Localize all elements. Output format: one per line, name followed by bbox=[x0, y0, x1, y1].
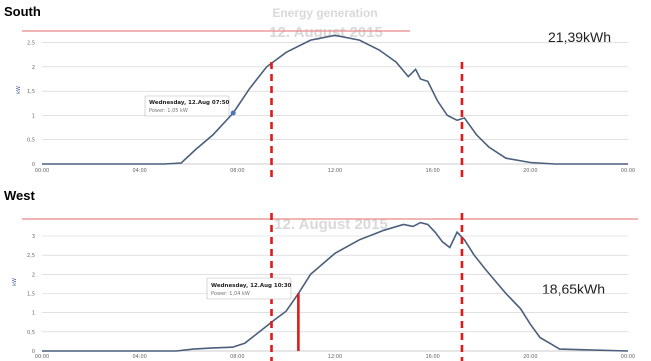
y-tick-label: 1 bbox=[32, 113, 35, 119]
south-tooltip: Wednesday, 12.Aug 07:50 Power: 1,05 kW bbox=[144, 95, 230, 117]
south-y-axis-label: kW bbox=[16, 86, 22, 94]
x-tick-label: 00:00 bbox=[621, 354, 635, 360]
south-watermark-subtitle: 12. August 2015 bbox=[269, 24, 383, 41]
y-tick-label: 2,5 bbox=[27, 253, 35, 259]
west-tooltip-title: Wednesday, 12.Aug 10:30 bbox=[211, 283, 292, 289]
west-panel-label: West bbox=[4, 188, 35, 203]
x-tick-label: 04:00 bbox=[132, 354, 146, 360]
south-tooltip-value: Power: 1,05 kW bbox=[149, 108, 188, 114]
west-total-energy: 18,65kWh bbox=[542, 281, 605, 297]
x-tick-label: 16:00 bbox=[425, 354, 439, 360]
x-tick-label: 08:00 bbox=[230, 168, 244, 174]
west-y-axis-label: kW bbox=[12, 278, 18, 286]
west-panel: 12. August 2015 West 18,65kWh 0 0,5 1 1,5 2 2… bbox=[4, 188, 638, 361]
y-tick-label: 0 bbox=[32, 349, 35, 355]
south-tooltip-title: Wednesday, 12.Aug 07:50 bbox=[149, 100, 230, 106]
south-marker-lines bbox=[270, 62, 464, 181]
y-tick-label: 1,5 bbox=[27, 292, 35, 298]
south-x-ticks: 00:00 04:00 08:00 12:00 16:00 20:00 00:00 bbox=[35, 168, 635, 174]
x-tick-label: 16:00 bbox=[425, 168, 439, 174]
south-y-ticks: 0 0,5 1 1,5 2 2,5 bbox=[27, 41, 35, 168]
y-tick-label: 0,5 bbox=[27, 138, 35, 144]
x-tick-label: 12:00 bbox=[328, 168, 342, 174]
south-power-series bbox=[42, 34, 628, 165]
west-watermark-subtitle: 12. August 2015 bbox=[274, 216, 388, 233]
y-tick-label: 2 bbox=[32, 272, 35, 278]
west-power-series bbox=[42, 221, 629, 352]
west-tooltip: Wednesday, 12.Aug 10:30 Power: 1,04 kW bbox=[206, 277, 292, 300]
west-y-ticks: 0 0,5 1 1,5 2 2,5 3 bbox=[27, 234, 35, 355]
x-tick-label: 20:00 bbox=[523, 354, 537, 360]
south-panel-label: South bbox=[4, 4, 41, 19]
x-tick-label: 12:00 bbox=[328, 354, 342, 360]
south-panel: Energy generation 12. August 2015 South … bbox=[4, 4, 635, 181]
y-tick-label: 0,5 bbox=[27, 330, 35, 336]
y-tick-label: 2,5 bbox=[27, 41, 35, 47]
y-tick-label: 1,5 bbox=[27, 89, 35, 95]
x-tick-label: 04:00 bbox=[132, 168, 146, 174]
y-tick-label: 2 bbox=[32, 65, 35, 71]
west-x-ticks: 00:00 04:00 08:00 12:00 16:00 20:00 00:00 bbox=[35, 354, 635, 360]
x-tick-label: 08:00 bbox=[230, 354, 244, 360]
south-hover-point bbox=[230, 110, 236, 116]
west-tooltip-value: Power: 1,04 kW bbox=[211, 291, 250, 297]
x-tick-label: 00:00 bbox=[35, 168, 49, 174]
south-gridlines bbox=[42, 42, 628, 165]
y-tick-label: 3 bbox=[32, 234, 35, 240]
x-tick-label: 00:00 bbox=[621, 168, 635, 174]
y-tick-label: 0 bbox=[32, 162, 35, 168]
x-tick-label: 20:00 bbox=[523, 168, 537, 174]
south-watermark-title: Energy generation bbox=[272, 6, 377, 20]
west-marker-lines bbox=[270, 213, 464, 361]
south-total-energy: 21,39kWh bbox=[548, 29, 611, 45]
y-tick-label: 1 bbox=[32, 311, 35, 317]
x-tick-label: 00:00 bbox=[35, 354, 49, 360]
